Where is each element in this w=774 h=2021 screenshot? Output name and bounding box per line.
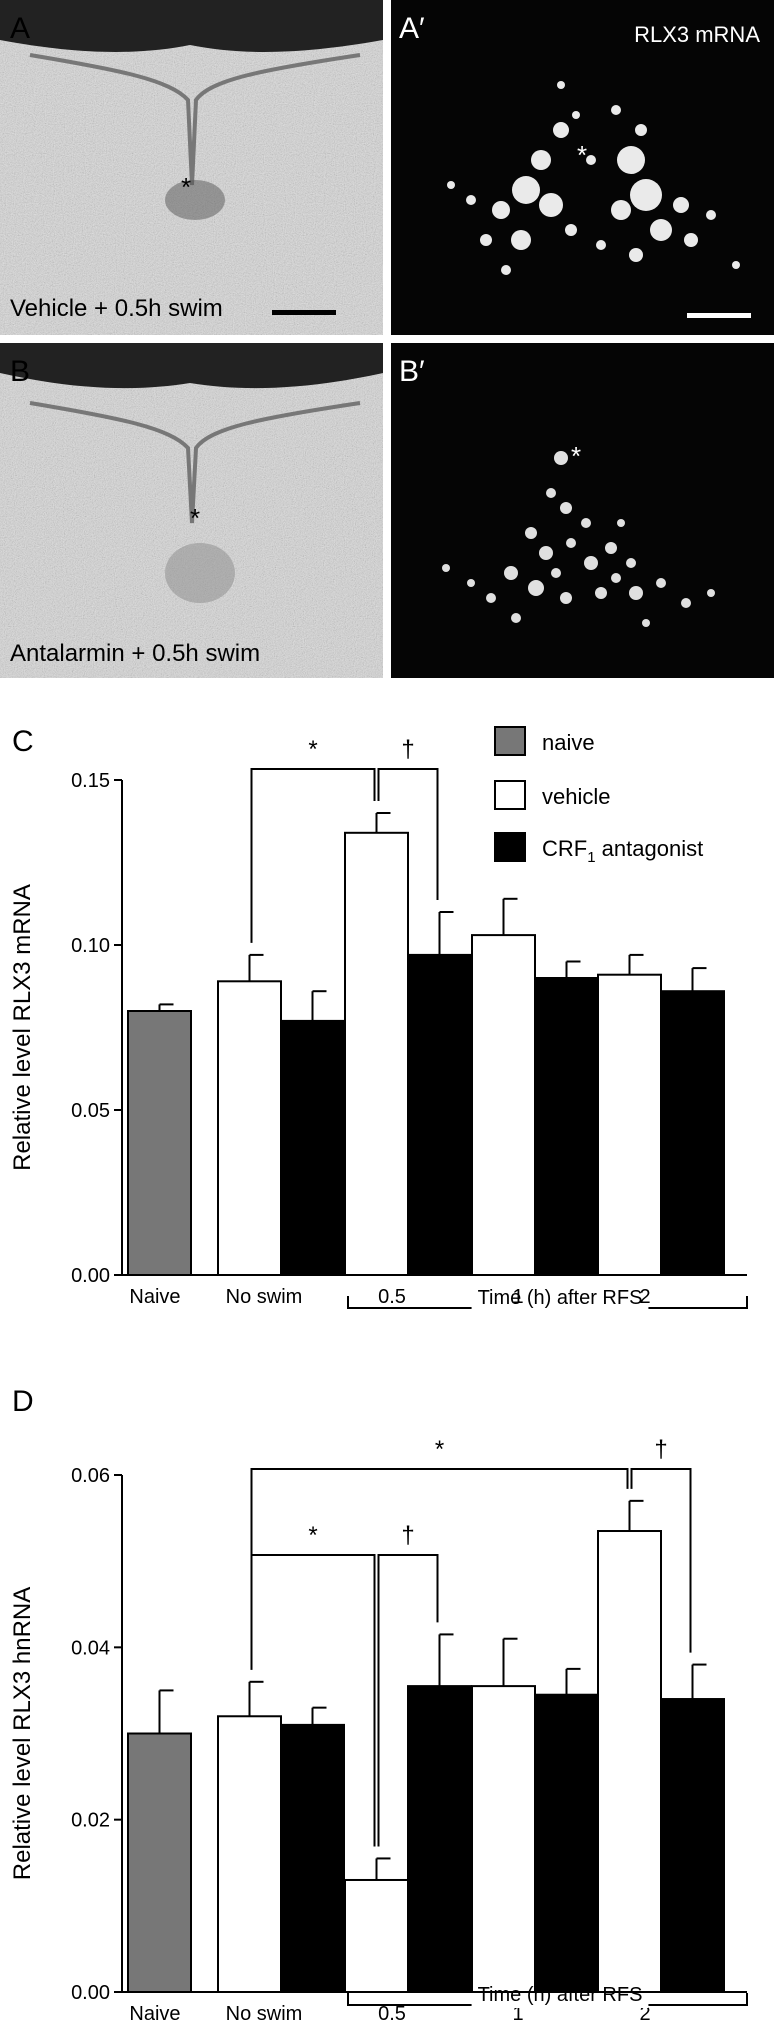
panel-b-caption: Antalarmin + 0.5h swim [10, 640, 261, 667]
fluorescence-b-texture [442, 451, 715, 627]
significance-bracket [250, 768, 376, 943]
micrograph-a-texture [0, 0, 383, 335]
y-tick-label: 0.00 [71, 1265, 110, 1287]
significance-symbol: * [435, 1436, 444, 1463]
panel-a-label: A [10, 12, 31, 45]
panel-b-prime-fluorescence: B′ * [391, 343, 774, 678]
asterisk-marker: * [577, 140, 588, 170]
asterisk-marker: * [181, 172, 192, 202]
significance-bracket [630, 1468, 692, 1653]
bar-vehicle [471, 934, 536, 1276]
bar-crf [407, 953, 472, 1276]
x-group-label: 0.5 [378, 1286, 406, 1308]
y-axis-label: Relative level RLX3 hnRNA [9, 1587, 36, 1880]
significance-symbol: * [308, 1522, 317, 1549]
legend-label-naive: naive [542, 730, 595, 755]
chart-d-rlx3-hnrna: D 0.00 0.02 0.04 0.06 Relative level RLX3 hn… [9, 1385, 748, 2020]
significance-symbol: * [308, 736, 317, 763]
legend-swatch-crf [494, 832, 526, 862]
time-bracket-gap [471, 2002, 649, 2008]
bar-crf [534, 977, 599, 1276]
bar-vehicle [597, 1530, 662, 1993]
y-axis-label: Relative level RLX3 mRNA [9, 884, 36, 1171]
significance-bracket [377, 768, 439, 900]
fluorescence-a-texture [447, 81, 740, 275]
legend-swatch-naive [494, 726, 526, 756]
time-bracket-label: Time (h) after RFS [478, 1984, 643, 2006]
significance-symbol: † [401, 1522, 414, 1549]
panel-a-prime-label: A′ [399, 12, 425, 45]
panel-a-caption: Vehicle + 0.5h swim [10, 295, 223, 322]
bar-crf [407, 1685, 472, 1993]
panel-a-micrograph: A Vehicle + 0.5h swim * [0, 0, 383, 335]
panel-d-label: D [12, 1385, 34, 1418]
bar-crf [660, 990, 725, 1276]
x-group-label: 1 [512, 1286, 523, 1308]
significance-symbol: † [401, 736, 414, 763]
bar-naive [127, 1010, 192, 1276]
bar-crf [534, 1693, 599, 1993]
x-group-label: Naive [129, 1286, 180, 1308]
bar-vehicle [344, 1878, 409, 1994]
panel-b-micrograph: B Antalarmin + 0.5h swim * [0, 343, 383, 678]
y-tick-label: 0.05 [71, 1100, 110, 1122]
bar-vehicle [217, 1715, 282, 1993]
x-group-label: No swim [226, 2003, 303, 2020]
legend-label-crf: CRF1 antagonist [542, 836, 703, 866]
significance-symbol: † [654, 1436, 667, 1463]
micrograph-b-texture [0, 343, 383, 678]
y-tick-label: 0.04 [71, 1637, 110, 1659]
bar-vehicle [217, 980, 282, 1276]
bar-naive [127, 1732, 192, 1993]
asterisk-marker: * [190, 503, 201, 533]
bar-crf [280, 1723, 345, 1993]
x-group-label: 1 [512, 2003, 523, 2020]
bar-crf [660, 1698, 725, 1993]
x-group-label: Naive [129, 2003, 180, 2020]
x-group-label: No swim [226, 1286, 303, 1308]
y-tick-label: 0.00 [71, 1982, 110, 2004]
scale-bar [687, 313, 751, 318]
significance-bracket [250, 1468, 629, 1670]
legend-swatch-vehicle [494, 780, 526, 810]
y-tick-label: 0.02 [71, 1810, 110, 1832]
x-group-label: 2 [639, 2003, 650, 2020]
bar-vehicle [344, 831, 409, 1277]
chart-c-rlx3-mrna: C 0.00 0.05 0.10 0.15 Relative level RLX3 mR… [9, 725, 748, 1311]
time-bracket-gap [471, 1305, 649, 1311]
y-tick-label: 0.10 [71, 935, 110, 957]
panel-a-prime-caption: RLX3 mRNA [634, 22, 760, 47]
significance-bracket [377, 1554, 439, 1847]
panel-c-label: C [12, 725, 34, 758]
y-tick-label: 0.15 [71, 770, 110, 792]
bar-vehicle [471, 1685, 536, 1993]
x-group-label: 2 [639, 1286, 650, 1308]
bar-vehicle [597, 973, 662, 1276]
panel-b-prime-label: B′ [399, 355, 425, 388]
bar-crf [280, 1019, 345, 1276]
y-tick-label: 0.06 [71, 1465, 110, 1487]
scale-bar [272, 310, 336, 315]
legend-label-vehicle: vehicle [542, 784, 610, 809]
panel-b-label: B [10, 355, 31, 388]
x-group-label: 0.5 [378, 2003, 406, 2020]
asterisk-marker: * [571, 441, 582, 471]
time-bracket-label: Time (h) after RFS [478, 1287, 643, 1309]
panel-a-prime-fluorescence: RLX3 mRNA A′ * [391, 0, 774, 335]
